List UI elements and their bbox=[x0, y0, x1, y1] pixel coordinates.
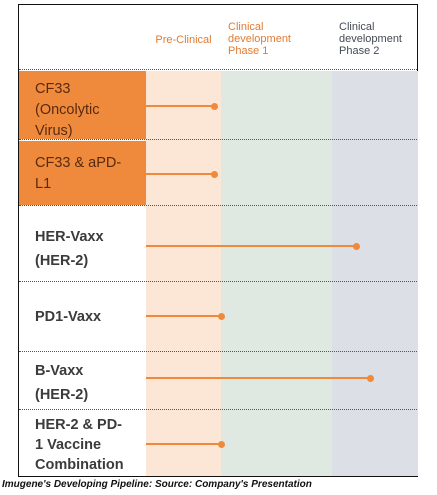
pipeline-row: HER-2 & PD- 1 Vaccine Combination bbox=[19, 411, 417, 477]
phase2-header: Clinical development Phase 2 bbox=[339, 21, 402, 57]
pre-clinical-column bbox=[146, 71, 221, 476]
progress-end-marker bbox=[218, 440, 225, 448]
header-divider bbox=[19, 69, 417, 70]
pipeline-row: HER-Vaxx (HER-2) bbox=[19, 207, 417, 279]
pre-clinical-header: Pre-Clinical bbox=[155, 34, 212, 46]
progress-end-marker bbox=[218, 312, 225, 320]
row-divider bbox=[19, 351, 417, 352]
progress-bar bbox=[146, 105, 214, 107]
row-divider bbox=[19, 281, 417, 282]
progress-end-marker bbox=[211, 102, 218, 110]
phase1-header: Clinical development Phase 1 bbox=[228, 21, 291, 57]
row-divider bbox=[19, 205, 417, 206]
progress-end-marker bbox=[353, 242, 360, 250]
progress-bar bbox=[146, 315, 221, 317]
pipeline-row: PD1-Vaxx bbox=[19, 283, 417, 349]
row-divider bbox=[19, 409, 417, 410]
row-label: PD1-Vaxx bbox=[35, 309, 102, 325]
progress-end-marker bbox=[211, 170, 218, 178]
figure-caption: Imugene's Developing Pipeline: Source: C… bbox=[2, 479, 312, 490]
row-label: CF33 & aPD- L1 bbox=[19, 141, 146, 205]
progress-bar bbox=[146, 173, 214, 175]
progress-bar bbox=[146, 443, 221, 445]
row-label: B-Vaxx (HER-2) bbox=[35, 363, 89, 403]
row-divider bbox=[19, 139, 417, 140]
pipeline-row: B-Vaxx (HER-2) bbox=[19, 353, 417, 407]
progress-bar bbox=[146, 245, 356, 247]
row-label: HER-2 & PD- 1 Vaccine Combination bbox=[35, 417, 124, 473]
pipeline-row: CF33 (Oncolytic Virus) bbox=[19, 71, 417, 139]
phase1-column bbox=[221, 71, 332, 476]
pipeline-row: CF33 & aPD- L1 bbox=[19, 141, 417, 205]
phase2-column bbox=[332, 71, 418, 476]
progress-bar bbox=[146, 377, 370, 379]
progress-end-marker bbox=[367, 374, 374, 382]
row-label: CF33 (Oncolytic Virus) bbox=[19, 71, 146, 139]
row-label: HER-Vaxx (HER-2) bbox=[35, 229, 104, 269]
pipeline-table: Pre-Clinical Clinical development Phase … bbox=[18, 4, 418, 477]
